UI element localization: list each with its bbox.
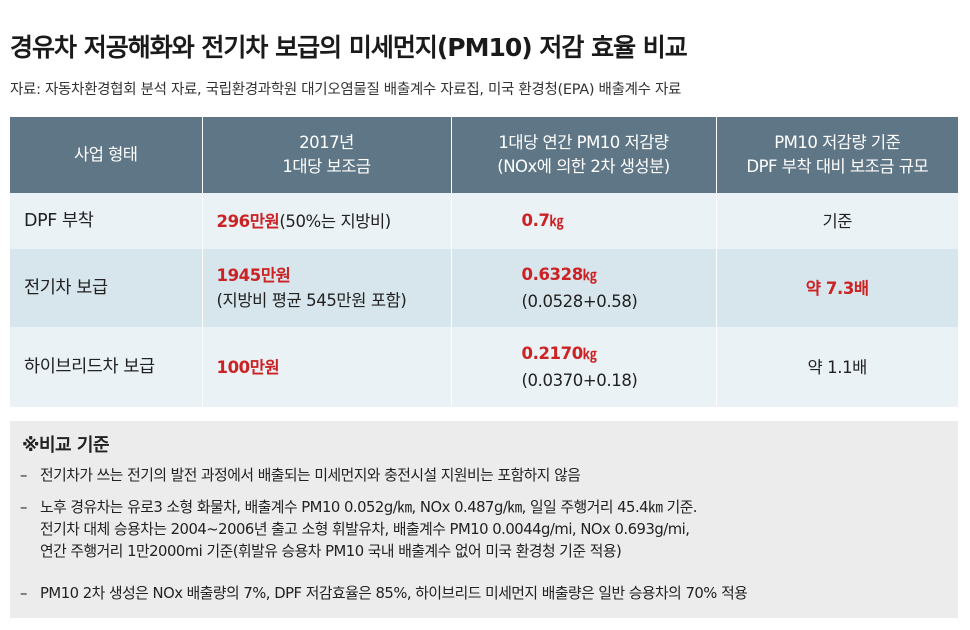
note-item: – PM10 2차 생성은 NOx 배출량의 7%, DPF 저감효율은 85%,… bbox=[20, 585, 748, 602]
cell-reduction: 0.2170㎏ (0.0370+0.18) bbox=[450, 327, 716, 407]
cell-type: DPF 부착 bbox=[10, 193, 202, 249]
cell-reduction: 0.6328㎏ (0.0528+0.58) bbox=[450, 249, 716, 327]
comparison-table: 사업 형태 2017년 1대당 보조금 1대당 연간 PM10 저감량 (NOx… bbox=[10, 117, 958, 407]
cell-type: 전기차 보급 bbox=[10, 249, 202, 327]
cell-type: 하이브리드차 보급 bbox=[10, 327, 202, 407]
table-row-hybrid: 하이브리드차 보급 100만원 0.2170㎏ (0.0370+0.18) 약 … bbox=[10, 327, 958, 407]
header-subsidy: 2017년 1대당 보조금 bbox=[201, 117, 451, 193]
note-item: – 노후 경유차는 유로3 소형 화물차, 배출계수 PM10 0.052g/㎞,… bbox=[20, 499, 698, 560]
page-title: 경유차 저공해화와 전기차 보급의 미세먼지(PM10) 저감 효율 비교 bbox=[10, 33, 688, 62]
cell-subsidy: 1945만원 (지방비 평균 545만원 포함) bbox=[201, 249, 451, 327]
header-business-type: 사업 형태 bbox=[10, 117, 202, 193]
cell-reduction: 0.7㎏ bbox=[450, 193, 716, 249]
source-line: 자료: 자동차환경협회 분석 자료, 국립환경과학원 대기오염물질 배출계수 자… bbox=[10, 82, 682, 98]
header-reduction: 1대당 연간 PM10 저감량 (NOx에 의한 2차 생성분) bbox=[450, 117, 716, 193]
cell-subsidy: 296만원(50%는 지방비) bbox=[201, 193, 451, 249]
cell-subsidy: 100만원 bbox=[201, 327, 451, 407]
table-row-ev: 전기차 보급 1945만원 (지방비 평균 545만원 포함) 0.6328㎏ … bbox=[10, 249, 958, 327]
cell-ratio: 기준 bbox=[715, 193, 958, 249]
cell-ratio: 약 7.3배 bbox=[715, 249, 958, 327]
cell-ratio: 약 1.1배 bbox=[715, 327, 958, 407]
note-item: – 전기차가 쓰는 전기의 발전 과정에서 배출되는 미세먼지와 충전시설 지원비… bbox=[20, 467, 581, 484]
table-row-dpf: DPF 부착 296만원(50%는 지방비) 0.7㎏ 기준 bbox=[10, 193, 958, 249]
header-ratio: PM10 저감량 기준 DPF 부착 대비 보조금 규모 bbox=[715, 117, 958, 193]
notes-box: ※비교 기준 – 전기차가 쓰는 전기의 발전 과정에서 배출되는 미세먼지와 충… bbox=[10, 421, 958, 618]
table-header-row: 사업 형태 2017년 1대당 보조금 1대당 연간 PM10 저감량 (NOx… bbox=[10, 117, 958, 193]
notes-title: ※비교 기준 bbox=[22, 435, 110, 456]
